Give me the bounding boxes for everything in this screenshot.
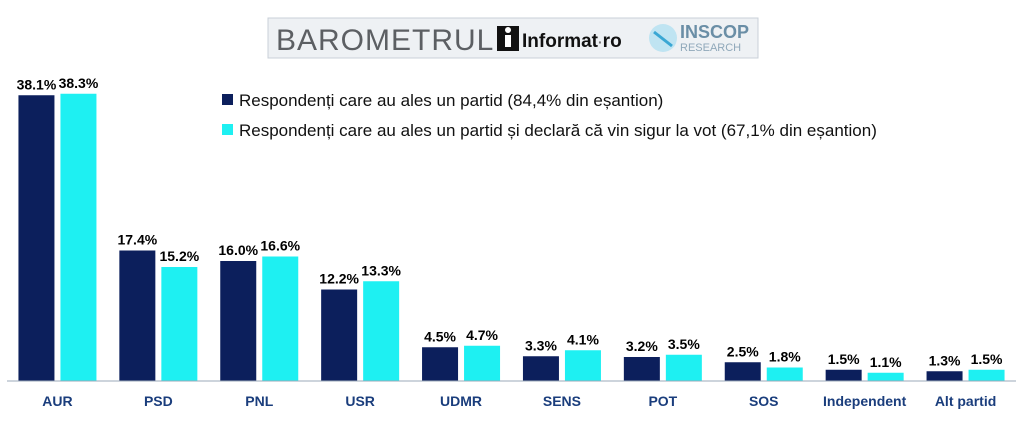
informat-brand-text: Informat·ro	[522, 31, 622, 52]
data-label-sos-series-1: 2.5%	[727, 343, 759, 359]
category-label-psd: PSD	[144, 393, 173, 409]
legend-swatch-series-2	[222, 124, 233, 135]
bar-psd-series-1	[119, 250, 156, 381]
data-label-pnl-series-1: 16.0%	[218, 242, 258, 258]
category-label-udmr: UDMR	[440, 393, 482, 409]
category-label-pnl: PNL	[245, 393, 273, 409]
data-label-alt-partid-series-1: 1.3%	[929, 352, 961, 368]
category-label-alt-partid: Alt partid	[935, 393, 996, 409]
bar-psd-series-2	[161, 267, 198, 381]
data-label-udmr-series-2: 4.7%	[466, 327, 498, 343]
bar-alt-partid-series-2	[968, 369, 1005, 381]
bar-usr-series-1	[321, 289, 358, 381]
data-label-usr-series-2: 13.3%	[361, 262, 401, 278]
informat-logo: Informat·ro	[497, 26, 622, 52]
bar-pnl-series-2	[262, 256, 299, 381]
category-label-sos: SOS	[749, 393, 779, 409]
inscop-logo: INSCOP RESEARCH	[649, 22, 749, 54]
informat-icon-stem	[505, 35, 511, 47]
data-label-sos-series-2: 1.8%	[769, 349, 801, 365]
bar-aur-series-1	[18, 95, 55, 381]
category-label-independent: Independent	[823, 393, 907, 409]
bar-pot-series-2	[665, 354, 702, 381]
barometrul-title: BAROMETRUL	[276, 24, 494, 57]
plot-area: 38.1% 38.3% AUR 17.4%15.2% PSD 16.0% 16.6% PNL 1…	[17, 75, 1005, 409]
bar-sos-series-1	[724, 362, 761, 381]
header-logo: BAROMETRUL Informat·ro INSCOP RESEARCH	[267, 17, 759, 59]
bar-sens-series-2	[564, 350, 601, 381]
bar-udmr-series-2	[464, 345, 501, 381]
bar-usr-series-2	[363, 281, 400, 381]
data-label-aur-series-2: 38.3%	[59, 75, 99, 91]
category-label-sens: SENS	[543, 393, 581, 409]
data-label-udmr-series-1: 4.5%	[424, 328, 456, 344]
category-label-pot: POT	[648, 393, 677, 409]
data-label-psd-series-1: 17.4%	[117, 232, 157, 248]
legend-swatch-series-1	[222, 94, 233, 105]
data-label-sens-series-2: 4.1%	[567, 331, 599, 347]
bar-pot-series-1	[623, 357, 660, 381]
legend: Respondenți care au ales un partid (84,4…	[222, 91, 877, 140]
inscop-icon-stroke	[653, 30, 673, 48]
bar-independent-series-2	[867, 372, 904, 381]
data-label-alt-partid-series-2: 1.5%	[971, 351, 1003, 367]
data-label-aur-series-1: 38.1%	[17, 76, 57, 92]
informat-icon-dot	[505, 27, 511, 33]
bar-pnl-series-1	[220, 261, 257, 381]
inscop-subtitle: RESEARCH	[680, 42, 741, 54]
informat-brand-tld: ro	[603, 31, 622, 52]
informat-brand-dot: ·	[598, 34, 603, 50]
legend-label-series-1: Respondenți care au ales un partid (84,4…	[239, 91, 663, 110]
data-label-pot-series-1: 3.2%	[626, 338, 658, 354]
category-label-aur: AUR	[42, 393, 72, 409]
informat-brand-name: Informat	[522, 31, 599, 52]
data-label-pnl-series-2: 16.6%	[260, 238, 300, 254]
data-label-pot-series-2: 3.5%	[668, 336, 700, 352]
data-label-sens-series-1: 3.3%	[525, 337, 557, 353]
bar-sens-series-1	[522, 356, 559, 381]
category-label-usr: USR	[345, 393, 375, 409]
data-label-psd-series-2: 15.2%	[159, 248, 199, 264]
data-label-usr-series-1: 12.2%	[319, 271, 359, 287]
bar-independent-series-1	[825, 369, 862, 381]
bar-udmr-series-1	[422, 347, 459, 381]
legend-label-series-2: Respondenți care au ales un partid și de…	[239, 121, 877, 140]
data-label-independent-series-1: 1.5%	[828, 351, 860, 367]
bar-alt-partid-series-1	[926, 371, 963, 381]
inscop-name: INSCOP	[680, 22, 749, 42]
bar-sos-series-2	[766, 367, 803, 381]
bar-aur-series-2	[60, 93, 97, 381]
data-label-independent-series-2: 1.1%	[870, 354, 902, 370]
